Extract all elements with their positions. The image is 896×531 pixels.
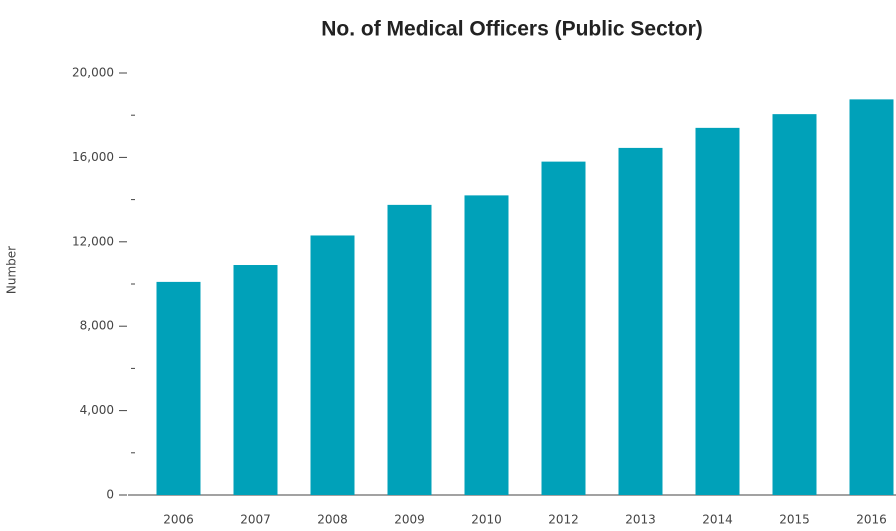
- y-tick-label: 0: [106, 488, 114, 502]
- chart-title: No. of Medical Officers (Public Sector): [321, 18, 703, 41]
- y-tick-label: 20,000: [72, 66, 114, 80]
- bar: [849, 99, 894, 495]
- x-tick-label: 2007: [240, 513, 271, 527]
- bar: [156, 281, 201, 495]
- x-tick-label: 2016: [856, 513, 887, 527]
- bar: [387, 204, 432, 495]
- y-axis-label: Number: [5, 246, 19, 294]
- x-tick-label: 2006: [163, 513, 194, 527]
- y-tick-label: 12,000: [72, 234, 114, 248]
- bar: [695, 127, 740, 496]
- bar: [772, 114, 817, 496]
- x-tick-label: 2008: [317, 513, 348, 527]
- x-tick-label: 2012: [548, 513, 579, 527]
- y-tick-label: 8,000: [80, 319, 114, 333]
- bar: [618, 147, 663, 495]
- x-tick-label: 2010: [471, 513, 502, 527]
- x-tick-label: 2013: [625, 513, 656, 527]
- x-tick-label: 2009: [394, 513, 425, 527]
- bar: [233, 265, 278, 495]
- y-tick-label: 16,000: [72, 150, 114, 164]
- bar: [541, 161, 586, 495]
- bar: [464, 195, 509, 495]
- bar: [310, 235, 355, 495]
- x-tick-label: 2014: [702, 513, 733, 527]
- y-tick-label: 4,000: [80, 403, 114, 417]
- x-tick-label: 2015: [779, 513, 810, 527]
